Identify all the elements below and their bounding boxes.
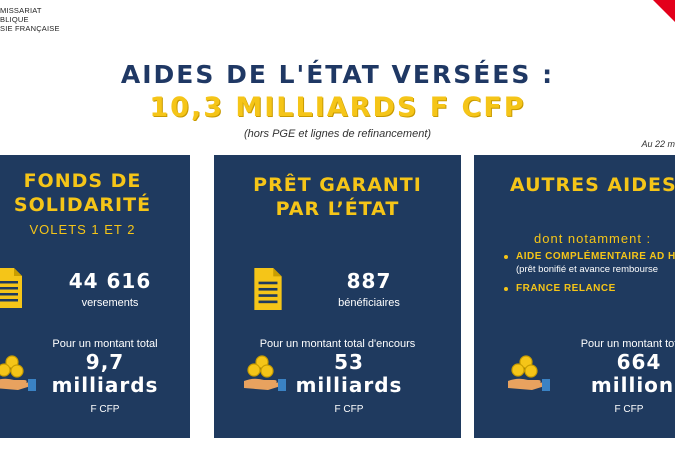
aid-list: AIDE COMPLÉMENTAIRE AD H (prêt bonifié e… [504,251,675,294]
logo-line-1: MISSARIAT [0,6,42,15]
amount-intro: Pour un montant tot [580,338,675,350]
page-title: AIDES DE L'ÉTAT VERSÉES : [120,60,555,89]
card-title: PRÊT GARANTI PAR L’ÉTAT [214,173,461,221]
amount-value-scale: milliards [51,373,159,397]
amount-value: 664 millions [574,351,675,397]
amount-unit: F CFP [90,404,120,415]
stat-label: versements [81,297,139,309]
card-autres-aides: AUTRES AIDES dont notamment : AIDE COMPL… [474,155,675,438]
amount-intro: Pour un montant total d'encours [259,338,416,350]
coins-in-hand-icon [0,355,36,391]
amount-value-number: 53 [334,350,364,374]
page-title-amount: 10,3 MILLIARDS F CFP [149,92,526,123]
card-title: AUTRES AIDES [510,174,675,196]
amount-value-number: 9,7 [85,350,125,374]
card-fonds-solidarite: FONDS DE SOLIDARITÉ VOLETS 1 ET 2 44 616… [0,155,190,438]
list-item: FRANCE RELANCE [504,283,675,294]
document-icon [254,268,282,310]
card-title-line-2: SOLIDARITÉ [13,194,152,216]
list-item-label: FRANCE RELANCE [516,283,616,294]
amount-unit: F CFP [334,404,364,415]
document-icon [0,268,22,308]
bullet-icon [504,287,508,291]
card-title-line-1: FONDS DE [23,170,142,192]
logo-line-3: SIE FRANÇAISE [0,24,60,33]
amount-value: 53 milliards [284,351,414,397]
coins-in-hand-icon [508,355,550,391]
amount-value: 9,7 milliards [35,351,175,397]
amount-value-scale: milliards [295,373,403,397]
coins-in-hand-icon [244,355,286,391]
card-intro-text: dont notamment : [534,231,652,246]
card-subtitle: VOLETS 1 ET 2 [29,222,136,237]
amount-value-scale: millions [590,373,675,397]
amount-unit: F CFP [614,404,644,415]
list-item-label: AIDE COMPLÉMENTAIRE AD H [516,251,675,262]
card-title-line-1: PRÊT GARANTI [253,174,422,196]
page-subtitle: (hors PGE et lignes de refinancement) [243,128,432,140]
bullet-icon [504,255,508,259]
amount-value-number: 664 [616,350,662,374]
list-item: AIDE COMPLÉMENTAIRE AD H (prêt bonifié e… [504,251,675,275]
date-note: Au 22 m [641,139,675,149]
card-title: FONDS DE SOLIDARITÉ [0,169,165,217]
card-title-line-2: PAR L’ÉTAT [275,198,400,220]
institution-logo-text: MISSARIAT BLIQUE SIE FRANÇAISE [0,6,60,33]
corner-flag-decoration [653,0,675,22]
stat-value: 887 [346,269,392,293]
stat-value: 44 616 [68,269,152,293]
amount-intro: Pour un montant total [52,338,158,350]
stat-label: bénéficiaires [338,297,400,309]
logo-line-2: BLIQUE [0,15,29,24]
list-item-note: (prêt bonifié et avance rembourse [516,264,659,275]
card-pret-garanti: PRÊT GARANTI PAR L’ÉTAT 887 bénéficiaire… [214,155,461,438]
